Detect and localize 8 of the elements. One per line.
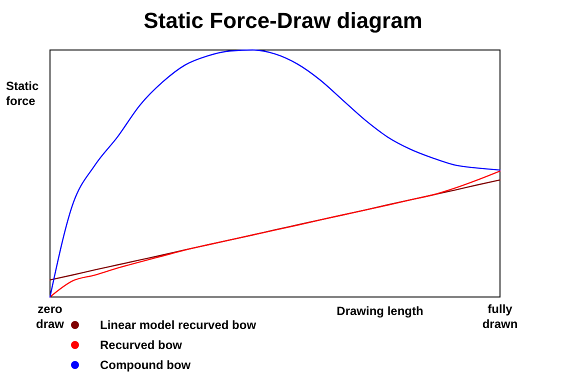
x-tick-label: zero draw <box>36 302 65 331</box>
x-tick-label: fully drawn <box>482 302 518 331</box>
y-axis-title: Static force <box>6 79 40 108</box>
x-axis-title: Drawing length <box>336 304 424 318</box>
chart-title: Static Force-Draw diagram <box>144 8 422 33</box>
legend-label: Recurved bow <box>100 338 183 352</box>
legend-label: Compound bow <box>100 358 192 372</box>
legend-label: Linear model recurved bow <box>100 318 257 332</box>
